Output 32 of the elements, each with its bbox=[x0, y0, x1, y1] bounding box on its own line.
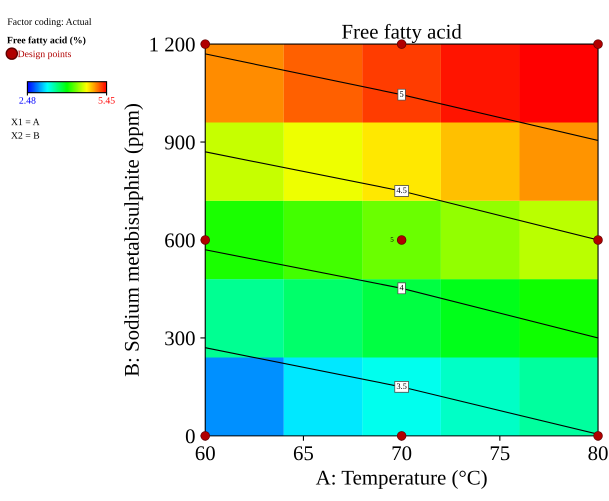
y-tick-label: 0 bbox=[186, 429, 195, 444]
series-label: 4 bbox=[400, 284, 404, 290]
point bbox=[200, 39, 210, 49]
point bbox=[396, 235, 406, 245]
color-bar-label: 5.45 bbox=[98, 97, 115, 104]
point bbox=[200, 431, 210, 441]
point bbox=[593, 235, 603, 245]
point bbox=[200, 235, 210, 245]
x-tick-label: 60 bbox=[196, 446, 215, 460]
y-tick-label: 300 bbox=[165, 331, 195, 346]
point bbox=[593, 39, 603, 49]
series-label: 5 bbox=[400, 91, 404, 97]
text: Factor coding: Actual bbox=[8, 18, 92, 27]
series-label: 4.5 bbox=[396, 188, 407, 194]
text: X1 = A bbox=[11, 118, 40, 126]
legend-label: Design points bbox=[18, 50, 72, 60]
point bbox=[593, 431, 603, 441]
x-tick-label: 65 bbox=[294, 446, 314, 460]
y-tick-label: 600 bbox=[165, 233, 195, 248]
x-tick-label: 70 bbox=[392, 446, 412, 460]
y-tick-label: 900 bbox=[164, 135, 195, 150]
y-tick-label: 1 200 bbox=[150, 37, 195, 52]
x-axis-title: A: Temperature (°C) bbox=[316, 470, 487, 489]
x-tick-label: 75 bbox=[490, 446, 510, 460]
chart-title: Free fatty acid bbox=[342, 24, 462, 44]
series-label: 3.5 bbox=[396, 383, 407, 390]
legend-title: Free fatty acid (%) bbox=[7, 36, 86, 46]
y-axis-title: B: Sodium metabisulphite (ppm) bbox=[124, 104, 144, 376]
x-tick-label: 80 bbox=[588, 446, 608, 460]
point bbox=[396, 431, 406, 441]
text: X2 = B bbox=[11, 132, 40, 139]
color-bar-label: 2.48 bbox=[19, 97, 36, 104]
